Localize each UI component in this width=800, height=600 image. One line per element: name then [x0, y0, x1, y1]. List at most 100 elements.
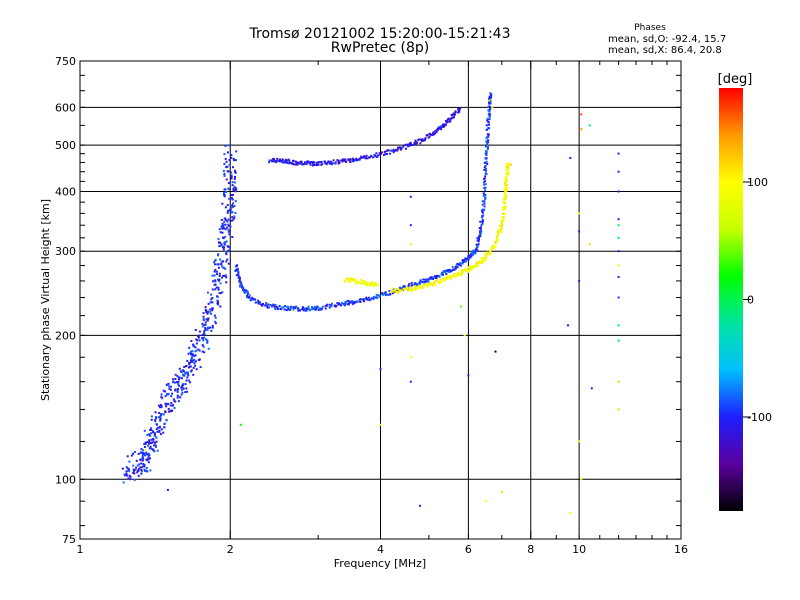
data-point [487, 121, 490, 123]
data-point [485, 153, 488, 156]
data-point [226, 226, 229, 229]
data-point [142, 449, 144, 452]
data-point [504, 207, 507, 210]
data-point [617, 190, 620, 193]
data-point [197, 336, 200, 339]
data-point [153, 450, 156, 453]
data-point [422, 139, 425, 142]
data-point [184, 383, 187, 386]
data-point [160, 406, 163, 409]
data-point [149, 469, 152, 472]
data-point [194, 329, 197, 331]
data-point [225, 250, 228, 253]
data-point [178, 376, 181, 379]
data-point [465, 258, 468, 260]
data-point [127, 469, 129, 472]
data-point [400, 289, 403, 292]
data-point [230, 177, 233, 180]
data-point [360, 155, 363, 158]
data-point [461, 259, 464, 262]
data-point [265, 304, 267, 307]
data-point [447, 276, 450, 279]
data-point [239, 282, 242, 285]
data-point [410, 144, 413, 146]
data-point [478, 238, 480, 241]
data-point [364, 157, 367, 160]
data-point [432, 133, 435, 136]
data-point [449, 118, 452, 121]
phases-o-stats: mean, sd,O: -92.4, 15.7 [608, 34, 727, 45]
data-point [186, 390, 189, 393]
data-point [146, 459, 149, 461]
data-point [171, 381, 174, 384]
data-point [159, 433, 162, 436]
data-point [485, 128, 488, 131]
data-point [213, 261, 215, 264]
data-point [379, 152, 382, 155]
data-point [130, 454, 133, 457]
data-point [326, 303, 329, 306]
data-point [182, 369, 184, 372]
data-point [143, 468, 146, 471]
data-point [144, 442, 147, 445]
data-point [122, 481, 125, 484]
data-point [211, 288, 214, 291]
data-point [216, 302, 219, 305]
data-point [440, 273, 443, 276]
data-point [487, 106, 490, 108]
data-point [276, 157, 279, 160]
data-point [506, 184, 508, 186]
data-point [151, 441, 153, 444]
data-point [229, 225, 232, 228]
data-point [147, 461, 150, 464]
data-point [476, 239, 479, 242]
data-point [483, 205, 486, 208]
data-point [148, 439, 151, 442]
data-point [191, 353, 194, 356]
data-point [489, 102, 492, 105]
data-point [359, 298, 362, 301]
data-point [347, 279, 350, 282]
data-point [488, 99, 491, 102]
data-point [315, 306, 318, 309]
data-point [252, 298, 255, 300]
data-point [125, 474, 128, 477]
data-point [324, 162, 327, 165]
data-point [238, 285, 241, 288]
data-point [285, 161, 288, 164]
data-point [257, 299, 260, 302]
data-point [174, 378, 177, 380]
data-point [189, 381, 192, 384]
data-point [285, 309, 288, 312]
data-point [152, 440, 155, 443]
data-point [218, 272, 221, 275]
data-point [160, 428, 163, 431]
data-point [321, 307, 323, 310]
data-point [445, 273, 448, 275]
data-point [503, 188, 506, 191]
data-point [174, 400, 177, 403]
data-point [233, 159, 236, 162]
data-point [408, 144, 411, 147]
data-point [176, 396, 179, 399]
data-point [476, 244, 479, 247]
data-point [229, 208, 232, 211]
data-point [206, 319, 209, 322]
data-point [407, 285, 410, 287]
data-point [346, 303, 349, 306]
data-point [217, 253, 220, 256]
data-point [149, 445, 152, 448]
data-point [140, 469, 143, 471]
data-point [263, 304, 266, 307]
data-point [190, 359, 192, 362]
data-point [174, 373, 177, 376]
data-point [330, 305, 333, 308]
data-point [410, 285, 413, 288]
data-point [282, 161, 285, 164]
data-point [470, 252, 473, 255]
data-point [272, 158, 275, 161]
data-point [331, 302, 333, 305]
data-point [356, 301, 359, 304]
data-point [195, 342, 198, 345]
data-point [409, 195, 412, 198]
